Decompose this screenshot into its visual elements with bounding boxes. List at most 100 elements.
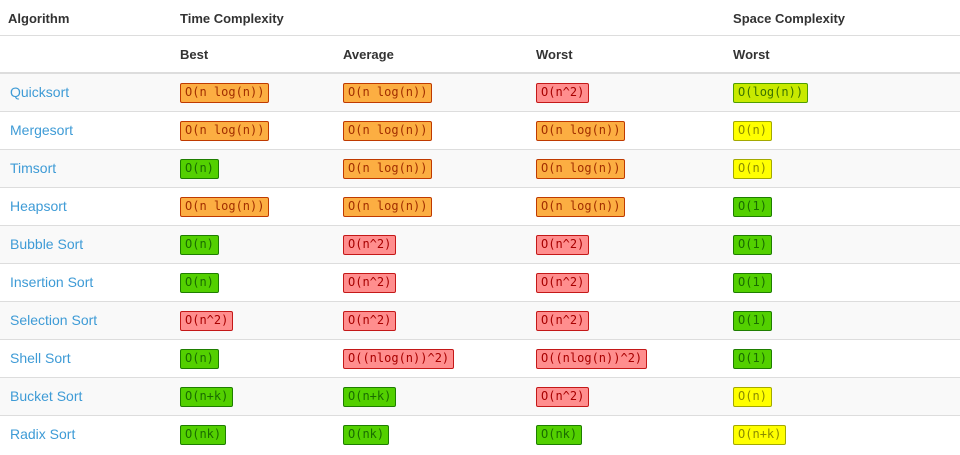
worst-cell: O(n log(n)) [528, 111, 726, 150]
space-worst-complexity-badge: O(1) [733, 272, 772, 293]
worst-complexity-badge: O((nlog(n))^2) [536, 348, 648, 369]
worst-complexity-badge: O(n log(n)) [536, 196, 626, 217]
space-worst-cell: O(1) [725, 187, 960, 226]
best-cell: O(n log(n)) [172, 187, 335, 226]
average-cell: O(n log(n)) [335, 72, 528, 112]
space-worst-complexity-badge: O(n+k) [733, 424, 787, 445]
space-worst-complexity-badge: O(n) [733, 120, 772, 141]
average-complexity-badge: O((nlog(n))^2) [343, 348, 455, 369]
average-cell: O(nk) [335, 415, 528, 453]
header-average: Average [335, 35, 528, 74]
table-row: Insertion Sort O(n) O(n^2) O(n^2) O(1) [0, 263, 960, 302]
space-worst-cell: O(1) [725, 339, 960, 378]
space-worst-complexity-badge: O(n) [733, 386, 772, 407]
algorithm-cell: Bucket Sort [0, 377, 172, 416]
best-complexity-badge: O(n+k) [180, 386, 234, 407]
algorithm-link[interactable]: Shell Sort [10, 349, 71, 366]
best-complexity-badge: O(nk) [180, 424, 227, 445]
space-worst-cell: O(1) [725, 301, 960, 340]
average-complexity-badge: O(nk) [343, 424, 390, 445]
space-worst-cell: O(n+k) [725, 415, 960, 453]
worst-cell: O(n log(n)) [528, 187, 726, 226]
space-worst-cell: O(1) [725, 263, 960, 302]
algorithm-link[interactable]: Bubble Sort [10, 235, 84, 252]
algorithm-cell: Shell Sort [0, 339, 172, 378]
best-cell: O(n^2) [172, 301, 335, 340]
space-worst-complexity-badge: O(1) [733, 310, 772, 331]
average-complexity-badge: O(n^2) [343, 310, 397, 331]
best-cell: O(n) [172, 225, 335, 264]
algorithm-link[interactable]: Quicksort [10, 83, 70, 100]
average-cell: O(n^2) [335, 225, 528, 264]
space-worst-cell: O(n) [725, 149, 960, 188]
algorithm-link[interactable]: Radix Sort [10, 425, 76, 442]
average-complexity-badge: O(n+k) [343, 386, 397, 407]
worst-complexity-badge: O(n^2) [536, 386, 590, 407]
space-worst-complexity-badge: O(1) [733, 196, 772, 217]
algorithm-cell: Bubble Sort [0, 225, 172, 264]
algorithm-cell: Selection Sort [0, 301, 172, 340]
table-row: Heapsort O(n log(n)) O(n log(n)) O(n log… [0, 187, 960, 226]
table-row: Timsort O(n) O(n log(n)) O(n log(n)) O(n… [0, 149, 960, 188]
average-complexity-badge: O(n log(n)) [343, 82, 433, 103]
algorithm-link[interactable]: Timsort [10, 159, 57, 176]
header-space-complexity: Space Complexity [725, 0, 960, 36]
table-row: Bucket Sort O(n+k) O(n+k) O(n^2) O(n) [0, 377, 960, 416]
worst-cell: O(n^2) [528, 225, 726, 264]
header-space-worst: Worst [725, 35, 960, 74]
header-algorithm: Algorithm [0, 0, 172, 36]
algorithm-cell: Quicksort [0, 72, 172, 112]
algorithm-cell: Insertion Sort [0, 263, 172, 302]
best-complexity-badge: O(n) [180, 158, 219, 179]
best-complexity-badge: O(n log(n)) [180, 82, 270, 103]
table-row: Selection Sort O(n^2) O(n^2) O(n^2) O(1) [0, 301, 960, 340]
average-complexity-badge: O(n^2) [343, 272, 397, 293]
table-row: Quicksort O(n log(n)) O(n log(n)) O(n^2)… [0, 72, 960, 112]
header-time-complexity: Time Complexity [172, 0, 726, 36]
algorithm-cell: Timsort [0, 149, 172, 188]
table-row: Mergesort O(n log(n)) O(n log(n)) O(n lo… [0, 111, 960, 150]
average-cell: O(n log(n)) [335, 187, 528, 226]
average-cell: O(n^2) [335, 263, 528, 302]
worst-cell: O(nk) [528, 415, 726, 453]
best-complexity-badge: O(n log(n)) [180, 196, 270, 217]
space-worst-complexity-badge: O(1) [733, 348, 772, 369]
header-group-row: Algorithm Time Complexity Space Complexi… [0, 0, 960, 36]
algorithm-link[interactable]: Bucket Sort [10, 387, 83, 404]
best-complexity-badge: O(n^2) [180, 310, 234, 331]
header-sub-row: Best Average Worst Worst [0, 35, 960, 74]
average-cell: O((nlog(n))^2) [335, 339, 528, 378]
average-complexity-badge: O(n log(n)) [343, 196, 433, 217]
algorithm-link[interactable]: Insertion Sort [10, 273, 94, 290]
worst-cell: O(n^2) [528, 301, 726, 340]
space-worst-complexity-badge: O(1) [733, 234, 772, 255]
worst-complexity-badge: O(n^2) [536, 272, 590, 293]
algorithm-link[interactable]: Mergesort [10, 121, 74, 138]
worst-cell: O((nlog(n))^2) [528, 339, 726, 378]
best-cell: O(n) [172, 339, 335, 378]
best-cell: O(n log(n)) [172, 111, 335, 150]
average-complexity-badge: O(n^2) [343, 234, 397, 255]
average-complexity-badge: O(n log(n)) [343, 120, 433, 141]
worst-complexity-badge: O(nk) [536, 424, 583, 445]
worst-cell: O(n^2) [528, 263, 726, 302]
best-complexity-badge: O(n) [180, 234, 219, 255]
space-worst-cell: O(log(n)) [725, 72, 960, 112]
space-worst-complexity-badge: O(log(n)) [733, 82, 809, 103]
algorithm-cell: Mergesort [0, 111, 172, 150]
worst-complexity-badge: O(n log(n)) [536, 158, 626, 179]
algorithm-link[interactable]: Heapsort [10, 197, 67, 214]
best-complexity-badge: O(n log(n)) [180, 120, 270, 141]
best-cell: O(n log(n)) [172, 72, 335, 112]
table-header: Algorithm Time Complexity Space Complexi… [0, 0, 960, 74]
header-best: Best [172, 35, 335, 74]
space-worst-cell: O(1) [725, 225, 960, 264]
average-complexity-badge: O(n log(n)) [343, 158, 433, 179]
worst-complexity-badge: O(n^2) [536, 234, 590, 255]
space-worst-complexity-badge: O(n) [733, 158, 772, 179]
worst-cell: O(n log(n)) [528, 149, 726, 188]
algorithm-cell: Radix Sort [0, 415, 172, 453]
algorithm-link[interactable]: Selection Sort [10, 311, 98, 328]
